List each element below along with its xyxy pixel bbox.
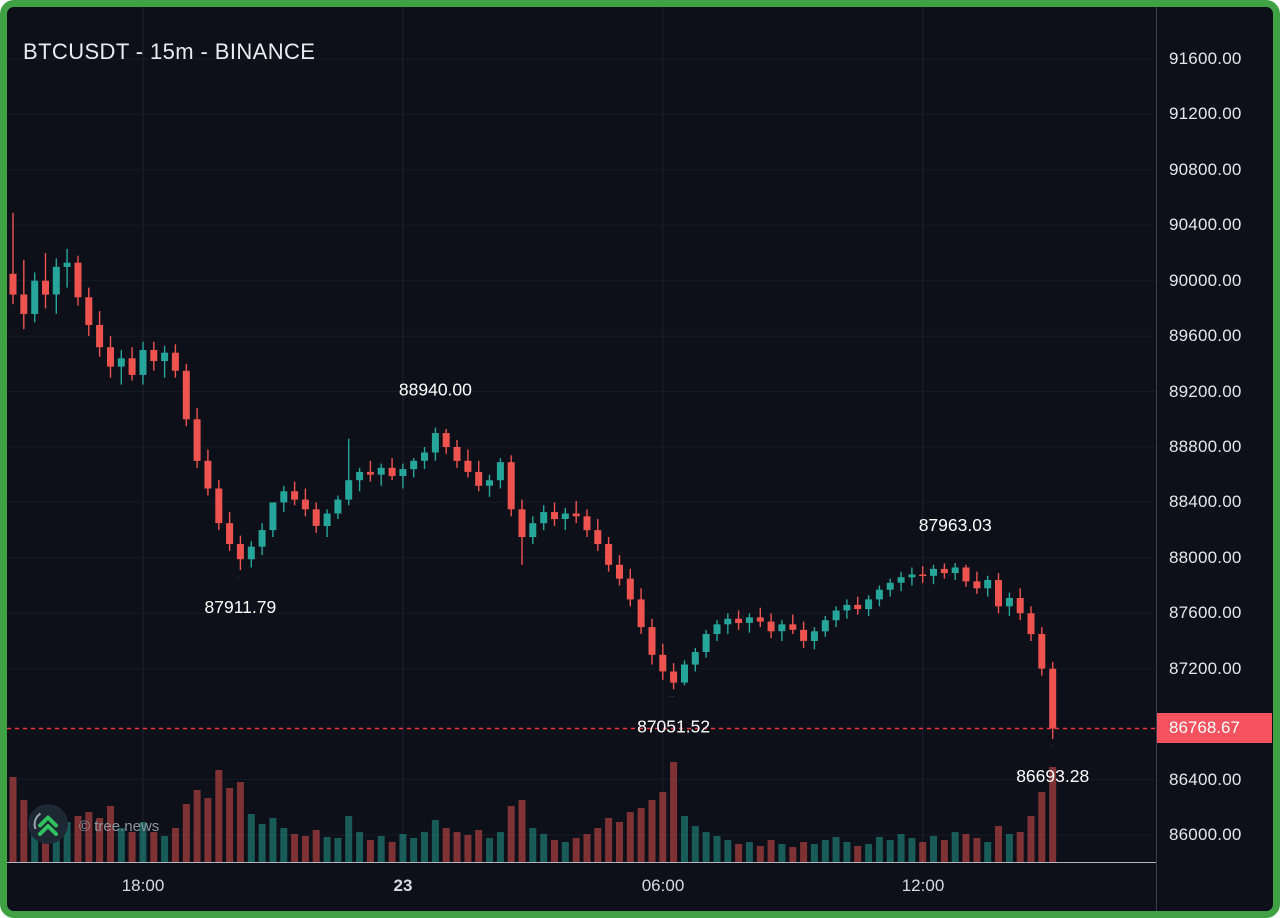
watermark: © tree.news [27, 803, 159, 850]
svg-text:88940.00: 88940.00 [399, 380, 472, 400]
price-tick-label: 88400.00 [1169, 492, 1242, 511]
price-tick-label: 88800.00 [1169, 437, 1242, 456]
price-tick-label: 90800.00 [1169, 160, 1242, 179]
grid-layer [7, 7, 1156, 862]
last-price-label: 86768.67 [1157, 713, 1272, 743]
price-tick-label: 91600.00 [1169, 49, 1242, 68]
svg-text:87911.79: 87911.79 [205, 597, 277, 617]
price-tick-label: 86000.00 [1169, 825, 1242, 844]
time-tick-label: 12:00 [901, 876, 945, 895]
time-tick-label: 06:00 [641, 876, 685, 895]
price-axis[interactable]: 86768.67 91600.00 91200.00 90800.00 90400.0… [1156, 7, 1272, 911]
chart-column: 87911.79 88940.00 87051.52 87963.03 86693.28… [7, 7, 1156, 911]
price-tick-label: 90000.00 [1169, 271, 1242, 290]
price-chart[interactable]: 87911.79 88940.00 87051.52 87963.03 86693.28 [7, 7, 1156, 862]
annotations-layer: 87911.79 88940.00 87051.52 87963.03 86693.28 [205, 380, 1090, 786]
watermark-text: © tree.news [79, 818, 160, 835]
chart-plot-area[interactable]: 87911.79 88940.00 87051.52 87963.03 86693.28… [7, 7, 1156, 862]
price-tick-label: 90400.00 [1169, 215, 1242, 234]
time-tick-label: 18:00 [121, 876, 165, 895]
price-tick-label: 89600.00 [1169, 326, 1242, 345]
svg-text:87963.03: 87963.03 [919, 515, 992, 535]
svg-text:86693.28: 86693.28 [1016, 766, 1089, 786]
chart-legend-title: BTCUSDT - 15m - BINANCE [23, 39, 316, 64]
price-tick-label: 87600.00 [1169, 603, 1242, 622]
svg-text:87051.52: 87051.52 [637, 716, 710, 736]
time-tick-label: 23 [393, 876, 413, 895]
tree-news-logo-icon [27, 803, 69, 850]
price-tick-label: 86400.00 [1169, 770, 1242, 789]
time-axis[interactable]: 18:00 23 06:00 12:00 [7, 862, 1156, 910]
volume-layer [9, 762, 1057, 862]
price-tick-label: 87200.00 [1169, 659, 1242, 678]
price-tick-label: 88000.00 [1169, 548, 1242, 567]
price-tick-label: 91200.00 [1169, 104, 1242, 123]
price-tick-label: 89200.00 [1169, 382, 1242, 401]
candles-layer [9, 212, 1057, 739]
